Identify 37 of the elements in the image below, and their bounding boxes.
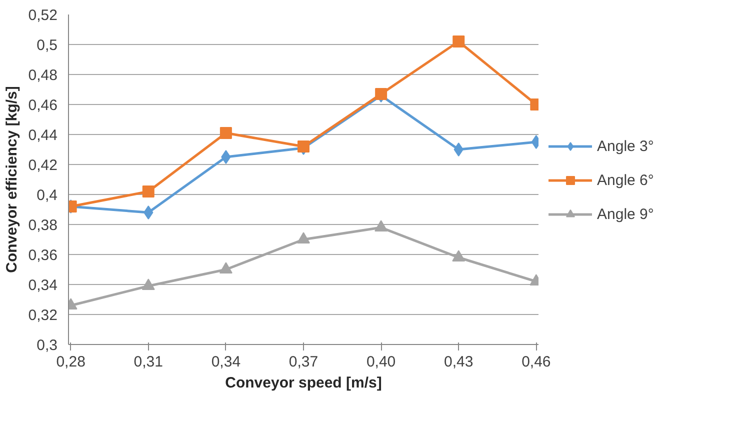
- x-tick-label: 0,28: [56, 354, 86, 370]
- point: [452, 250, 466, 262]
- point: [375, 88, 388, 100]
- point: [452, 36, 465, 48]
- y-tick-label: 0,52: [28, 7, 58, 24]
- point: [219, 262, 232, 274]
- point: [142, 278, 155, 290]
- legend-label: Angle 6°: [597, 172, 654, 188]
- legend-label: Angle 3°: [597, 138, 654, 154]
- y-axis-title: Conveyor efficiency [kg/s]: [3, 86, 20, 273]
- y-tick-label: 0,5: [36, 37, 58, 54]
- x-tick-label: 0,43: [444, 354, 474, 370]
- y-tick-label: 0,3: [36, 337, 58, 354]
- y-tick-label: 0,44: [28, 127, 58, 144]
- y-tick-label: 0,48: [28, 67, 58, 84]
- x-axis-title: Conveyor speed [m/s]: [225, 374, 382, 392]
- y-tick-label: 0,46: [28, 97, 58, 114]
- point: [142, 186, 154, 198]
- y-tick-label: 0,32: [28, 307, 58, 324]
- y-tick-label: 0,34: [28, 277, 58, 294]
- point: [374, 220, 388, 232]
- point: [454, 142, 464, 156]
- legend-label: Angle 9°: [597, 206, 654, 222]
- y-tick-label: 0,4: [36, 187, 58, 204]
- point: [144, 206, 154, 220]
- y-tick-label: 0,36: [28, 247, 58, 264]
- x-tick-label: 0,40: [366, 354, 396, 370]
- point: [297, 232, 310, 244]
- point: [221, 150, 231, 164]
- y-tick-label: 0,38: [28, 217, 58, 234]
- y-tick-label: 0,42: [28, 157, 58, 174]
- x-tick-label: 0,46: [522, 354, 551, 370]
- point: [220, 127, 232, 139]
- point: [298, 140, 310, 152]
- x-tick-label: 0,37: [288, 354, 318, 370]
- x-tick-label: 0,31: [134, 354, 163, 370]
- x-tick-label: 0,34: [211, 354, 241, 370]
